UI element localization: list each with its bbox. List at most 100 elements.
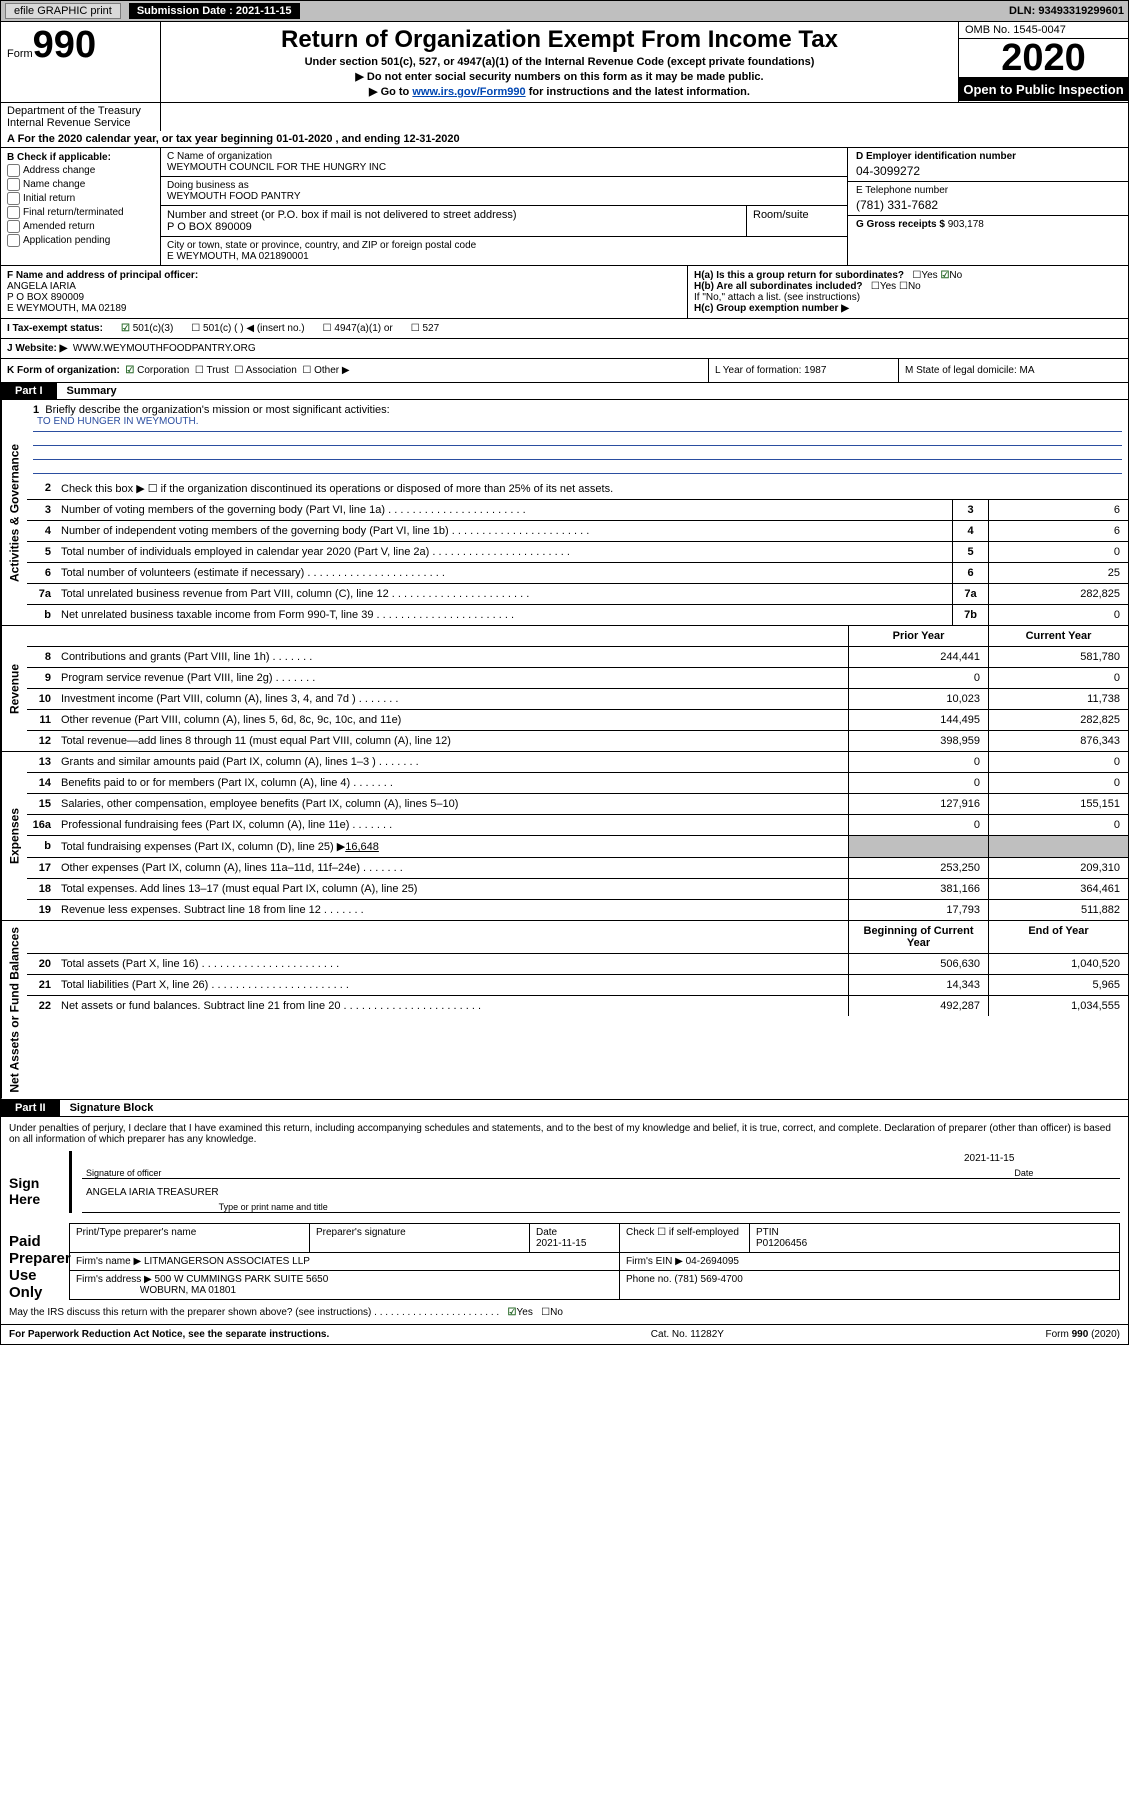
line-5: Total number of individuals employed in … (57, 542, 952, 562)
website-value: WWW.WEYMOUTHFOODPANTRY.ORG (73, 343, 256, 354)
website-row: J Website: ▶ WWW.WEYMOUTHFOODPANTRY.ORG (0, 339, 1129, 359)
col-b-checkboxes: B Check if applicable: Address change Na… (1, 148, 161, 265)
line-7a: Total unrelated business revenue from Pa… (57, 584, 952, 604)
dept-treasury: Department of the Treasury Internal Reve… (1, 103, 161, 131)
f-h-row: F Name and address of principal officer:… (0, 266, 1129, 319)
cb-app-pending[interactable]: Application pending (7, 234, 154, 247)
perjury-statement: Under penalties of perjury, I declare th… (9, 1123, 1120, 1145)
tax-year: 2020 (959, 39, 1128, 78)
governance-section: Activities & Governance 1 Briefly descri… (0, 400, 1129, 626)
org-name: WEYMOUTH COUNCIL FOR THE HUNGRY INC (167, 162, 386, 173)
header-right: OMB No. 1545-0047 2020 Open to Public In… (958, 22, 1128, 102)
part-ii-title: Signature Block (60, 1100, 164, 1116)
cat-no: Cat. No. 11282Y (651, 1329, 724, 1340)
addr-label: Number and street (or P.O. box if mail i… (167, 209, 517, 221)
line-22: Net assets or fund balances. Subtract li… (57, 996, 848, 1016)
line-17: Other expenses (Part IX, column (A), lin… (57, 858, 848, 878)
cb-final-return[interactable]: Final return/terminated (7, 206, 154, 219)
cb-address-change[interactable]: Address change (7, 164, 154, 177)
line-7b: Net unrelated business taxable income fr… (57, 605, 952, 625)
part-i-title: Summary (57, 383, 127, 399)
line-19: Revenue less expenses. Subtract line 18 … (57, 900, 848, 920)
form-number-box: Form990 (1, 22, 161, 102)
expenses-section: Expenses 13Grants and similar amounts pa… (0, 752, 1129, 921)
line-11: Other revenue (Part VIII, column (A), li… (57, 710, 848, 730)
tel-label: E Telephone number (856, 185, 948, 196)
tax-exempt-status: I Tax-exempt status: ☑ 501(c)(3) ☐ 501(c… (0, 319, 1129, 339)
city-value: E WEYMOUTH, MA 021890001 (167, 251, 309, 262)
line-12: Total revenue—add lines 8 through 11 (mu… (57, 731, 848, 751)
k-l-m-row: K Form of organization: ☑ Corporation ☐ … (0, 359, 1129, 383)
pra-notice: For Paperwork Reduction Act Notice, see … (9, 1329, 329, 1340)
section-h: H(a) Is this a group return for subordin… (688, 266, 1128, 318)
dba-value: WEYMOUTH FOOD PANTRY (167, 191, 301, 202)
line-18: Total expenses. Add lines 13–17 (must eq… (57, 879, 848, 899)
mission-text: TO END HUNGER IN WEYMOUTH. (33, 416, 1122, 432)
efile-label: efile GRAPHIC print (5, 3, 121, 19)
side-expenses: Expenses (1, 752, 27, 920)
line-20: Total assets (Part X, line 16) (57, 954, 848, 974)
netassets-section: Net Assets or Fund Balances Beginning of… (0, 921, 1129, 1100)
section-f: F Name and address of principal officer:… (1, 266, 688, 318)
form-header: Form990 Return of Organization Exempt Fr… (0, 22, 1129, 103)
footer: For Paperwork Reduction Act Notice, see … (0, 1325, 1129, 1345)
line-3: Number of voting members of the governin… (57, 500, 952, 520)
signature-block: Under penalties of perjury, I declare th… (0, 1117, 1129, 1325)
line-4: Number of independent voting members of … (57, 521, 952, 541)
officer-name: ANGELA IARIA TREASURER (86, 1187, 219, 1198)
form-title: Return of Organization Exempt From Incom… (171, 26, 948, 54)
ein-value: 04-3099272 (856, 164, 1120, 178)
note-ssn: ▶ Do not enter social security numbers o… (171, 70, 948, 83)
cb-amended[interactable]: Amended return (7, 220, 154, 233)
line-13: Grants and similar amounts paid (Part IX… (57, 752, 848, 772)
line-9: Program service revenue (Part VIII, line… (57, 668, 848, 688)
gross-value: 903,178 (948, 219, 984, 230)
col-d: D Employer identification number 04-3099… (848, 148, 1128, 265)
part-i-tab: Part I (1, 383, 57, 399)
line-14: Benefits paid to or for members (Part IX… (57, 773, 848, 793)
form-of-org: K Form of organization: ☑ Corporation ☐ … (1, 359, 708, 382)
part-ii-tab: Part II (1, 1100, 60, 1116)
line-6: Total number of volunteers (estimate if … (57, 563, 952, 583)
irs-link[interactable]: www.irs.gov/Form990 (412, 86, 525, 98)
end-year-header: End of Year (988, 921, 1128, 953)
prior-year-header: Prior Year (848, 626, 988, 646)
ein-label: D Employer identification number (856, 151, 1016, 162)
col-c-org: C Name of organization WEYMOUTH COUNCIL … (161, 148, 848, 265)
row-a-tax-year: A For the 2020 calendar year, or tax yea… (0, 131, 1129, 148)
open-public: Open to Public Inspection (959, 78, 1128, 101)
year-formation: L Year of formation: 1987 (708, 359, 898, 382)
cb-name-change[interactable]: Name change (7, 178, 154, 191)
discuss-row: May the IRS discuss this return with the… (9, 1307, 1120, 1318)
tel-value: (781) 331-7682 (856, 198, 1120, 212)
room-label: Room/suite (753, 209, 809, 221)
line-1-desc: Briefly describe the organization's miss… (45, 404, 389, 416)
entity-info: B Check if applicable: Address change Na… (0, 148, 1129, 266)
sign-here-label: Sign Here (9, 1151, 69, 1213)
addr-value: P O BOX 890009 (167, 221, 252, 233)
note-link: ▶ Go to www.irs.gov/Form990 for instruct… (171, 85, 948, 98)
form-ref: Form 990 (2020) (1046, 1329, 1120, 1340)
part-i-header: Part I Summary (0, 383, 1129, 400)
side-revenue: Revenue (1, 626, 27, 751)
current-year-header: Current Year (988, 626, 1128, 646)
submission-date: Submission Date : 2021-11-15 (129, 3, 300, 19)
line-21: Total liabilities (Part X, line 26) (57, 975, 848, 995)
revenue-section: Revenue Prior YearCurrent Year 8Contribu… (0, 626, 1129, 752)
dln: DLN: 93493319299601 (1009, 5, 1124, 17)
line-16a: Professional fundraising fees (Part IX, … (57, 815, 848, 835)
part-ii-header: Part II Signature Block (0, 1100, 1129, 1117)
cb-initial-return[interactable]: Initial return (7, 192, 154, 205)
beg-year-header: Beginning of Current Year (848, 921, 988, 953)
form-subtitle: Under section 501(c), 527, or 4947(a)(1)… (171, 56, 948, 68)
line-10: Investment income (Part VIII, column (A)… (57, 689, 848, 709)
top-bar: efile GRAPHIC print Submission Date : 20… (0, 0, 1129, 22)
header-center: Return of Organization Exempt From Incom… (161, 22, 958, 102)
side-governance: Activities & Governance (1, 400, 27, 625)
side-netassets: Net Assets or Fund Balances (1, 921, 27, 1099)
line-16b: Total fundraising expenses (Part IX, col… (57, 836, 848, 857)
paid-preparer-label: Paid Preparer Use Only (9, 1219, 69, 1301)
line-15: Salaries, other compensation, employee b… (57, 794, 848, 814)
line-2: Check this box ▶ ☐ if the organization d… (57, 478, 1128, 499)
preparer-table: Print/Type preparer's name Preparer's si… (69, 1223, 1120, 1300)
